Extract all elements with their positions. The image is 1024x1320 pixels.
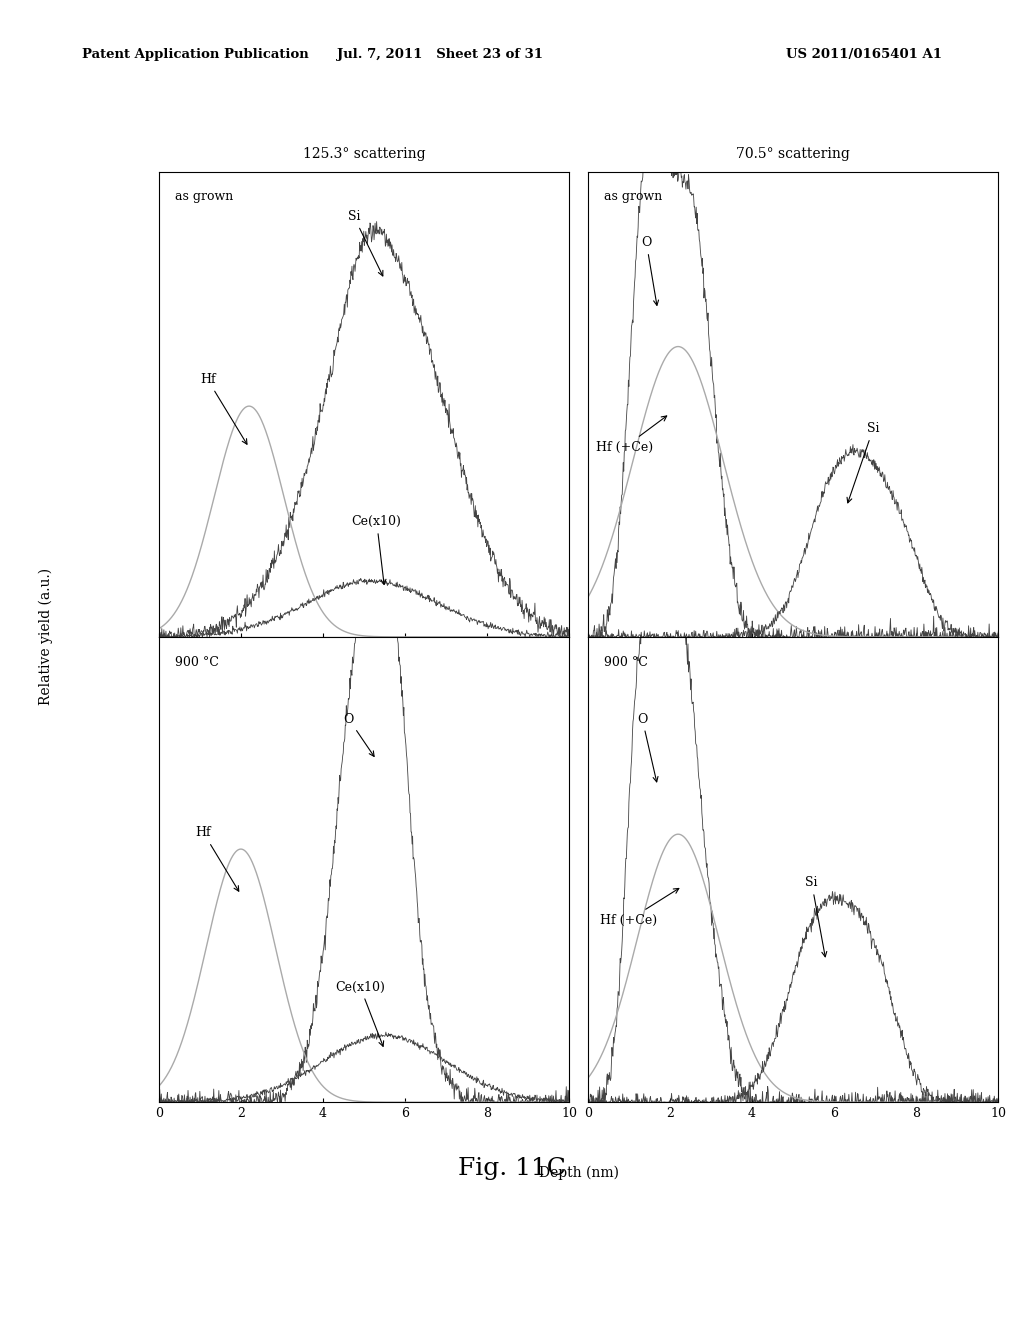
Text: Hf (+Ce): Hf (+Ce) — [596, 416, 667, 454]
Text: as grown: as grown — [604, 190, 663, 203]
Text: Si: Si — [847, 422, 880, 503]
Text: Patent Application Publication: Patent Application Publication — [82, 48, 308, 61]
Text: O: O — [343, 713, 374, 756]
Text: Jul. 7, 2011   Sheet 23 of 31: Jul. 7, 2011 Sheet 23 of 31 — [337, 48, 544, 61]
Text: Si: Si — [806, 876, 826, 957]
Text: 70.5° scattering: 70.5° scattering — [736, 147, 850, 161]
Text: Fig. 11C: Fig. 11C — [458, 1156, 566, 1180]
Text: Relative yield (a.u.): Relative yield (a.u.) — [39, 569, 53, 705]
Text: O: O — [637, 713, 658, 781]
Text: Ce(x10): Ce(x10) — [335, 981, 385, 1047]
Text: Hf: Hf — [200, 374, 247, 445]
Text: 900 °C: 900 °C — [604, 656, 648, 668]
Text: Depth (nm): Depth (nm) — [539, 1166, 618, 1180]
Text: 125.3° scattering: 125.3° scattering — [303, 147, 425, 161]
Text: as grown: as grown — [175, 190, 233, 203]
Text: US 2011/0165401 A1: US 2011/0165401 A1 — [786, 48, 942, 61]
Text: Hf: Hf — [196, 826, 239, 891]
Text: O: O — [641, 236, 658, 305]
Text: Hf (+Ce): Hf (+Ce) — [600, 888, 679, 927]
Text: Si: Si — [347, 210, 383, 276]
Text: 900 °C: 900 °C — [175, 656, 219, 668]
Text: Ce(x10): Ce(x10) — [351, 515, 401, 585]
